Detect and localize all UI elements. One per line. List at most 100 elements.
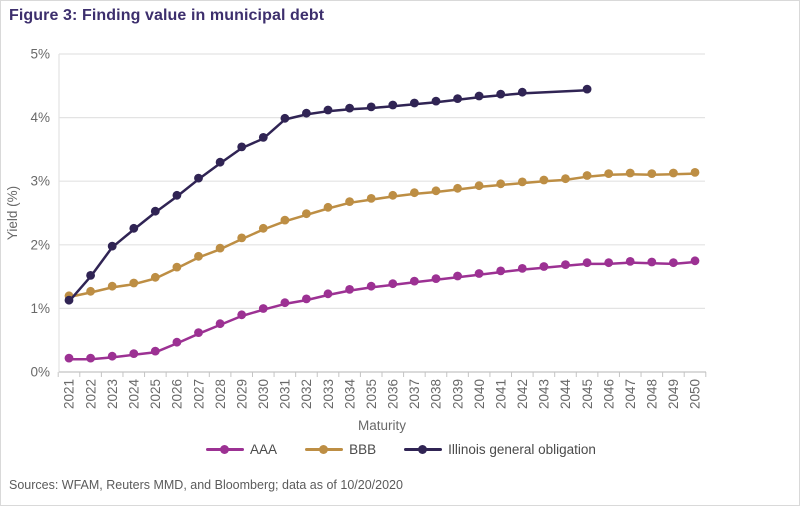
y-axis-title: Yield (%)	[5, 186, 20, 240]
series-line-illinois-general-obligation	[67, 89, 589, 303]
series-point-aaa	[280, 298, 290, 308]
series-point-bbb	[237, 233, 247, 243]
series-point-bbb	[86, 286, 95, 296]
legend-item-bbb: BBB	[305, 442, 376, 457]
series-point-illinois-general-obligation	[86, 271, 95, 280]
series-line-aaa	[67, 260, 697, 361]
series-point-bbb	[323, 202, 333, 212]
series-point-illinois-general-obligation	[323, 105, 333, 115]
chart-legend: AAA BBB Illinois general obligation	[1, 442, 799, 457]
series-point-bbb	[647, 169, 657, 179]
series-point-aaa	[150, 346, 160, 356]
series-point-bbb	[431, 186, 441, 196]
series-point-aaa	[690, 256, 700, 266]
series-point-bbb	[172, 262, 182, 272]
x-tick-label-2030: 2030	[256, 379, 271, 409]
series-point-aaa	[496, 266, 506, 276]
series-point-bbb	[215, 243, 225, 253]
series-point-aaa	[539, 262, 549, 271]
series-point-aaa	[561, 260, 570, 269]
series-point-aaa	[237, 310, 247, 320]
series-point-bbb	[496, 179, 506, 189]
x-tick-label-2029: 2029	[234, 379, 249, 409]
series-point-bbb	[388, 190, 398, 200]
legend-item-aaa: AAA	[206, 442, 277, 457]
series-line-bbb	[67, 172, 697, 299]
legend-label-bbb: BBB	[349, 442, 377, 457]
series-point-bbb	[517, 177, 527, 187]
x-axis-title: Maturity	[358, 418, 406, 433]
legend-item-illinois-general-obligation: Illinois general obligation	[404, 442, 596, 457]
series-point-bbb	[345, 197, 354, 207]
series-point-aaa	[669, 258, 678, 268]
y-tick-label: 4%	[30, 110, 50, 125]
series-point-illinois-general-obligation	[194, 173, 203, 183]
series-point-aaa	[625, 257, 635, 266]
series-point-aaa	[107, 351, 117, 361]
series-point-illinois-general-obligation	[388, 100, 398, 110]
series-point-bbb	[410, 188, 419, 198]
series-point-aaa	[410, 276, 419, 286]
x-tick-label-2028: 2028	[213, 379, 228, 409]
series-point-aaa	[194, 328, 203, 337]
series-point-aaa	[388, 279, 398, 289]
series-point-illinois-general-obligation	[366, 102, 376, 112]
series-point-aaa	[431, 274, 441, 283]
series-point-aaa	[258, 304, 268, 313]
series-point-aaa	[129, 349, 139, 358]
series-point-aaa	[604, 258, 614, 268]
series-point-bbb	[582, 171, 592, 180]
y-tick-label: 5%	[30, 47, 50, 62]
x-tick-label-2022: 2022	[83, 379, 98, 409]
series-point-illinois-general-obligation	[582, 84, 592, 94]
series-point-illinois-general-obligation	[410, 98, 419, 108]
series-point-illinois-general-obligation	[172, 190, 182, 200]
series-point-bbb	[625, 168, 635, 178]
series-point-bbb	[561, 174, 570, 184]
series-point-aaa	[582, 258, 592, 268]
series-point-bbb	[280, 215, 290, 225]
series-point-aaa	[517, 264, 527, 273]
figure-title: Figure 3: Finding value in municipal deb…	[9, 7, 325, 24]
series-point-aaa	[86, 353, 95, 363]
source-note: Sources: WFAM, Reuters MMD, and Bloomber…	[9, 478, 403, 492]
series-point-bbb	[669, 168, 678, 178]
series-point-illinois-general-obligation	[237, 142, 247, 152]
x-tick-label-2049: 2049	[666, 379, 681, 409]
series-point-bbb	[258, 223, 268, 233]
x-tick-label-2041: 2041	[493, 379, 508, 409]
series-point-illinois-general-obligation	[517, 87, 527, 97]
series-point-aaa	[474, 269, 484, 278]
x-tick-label-2045: 2045	[580, 379, 595, 409]
series-point-illinois-general-obligation	[345, 103, 354, 113]
series-point-illinois-general-obligation	[258, 133, 268, 142]
series-point-bbb	[539, 175, 549, 185]
x-tick-label-2038: 2038	[429, 379, 444, 409]
series-point-bbb	[453, 183, 462, 193]
x-tick-label-2026: 2026	[170, 379, 185, 409]
series-point-aaa	[647, 257, 657, 267]
series-point-illinois-general-obligation	[496, 89, 506, 99]
x-tick-label-2035: 2035	[364, 379, 379, 409]
x-tick-label-2044: 2044	[558, 379, 573, 410]
x-tick-label-2032: 2032	[299, 379, 314, 409]
x-tick-label-2031: 2031	[278, 379, 293, 409]
x-tick-label-2025: 2025	[148, 379, 163, 409]
x-tick-label-2037: 2037	[407, 379, 422, 409]
series-point-aaa	[302, 294, 311, 304]
x-tick-label-2050: 2050	[688, 379, 703, 409]
series-point-illinois-general-obligation	[150, 206, 160, 216]
series-point-bbb	[107, 281, 117, 291]
series-point-illinois-general-obligation	[431, 96, 441, 106]
series-point-illinois-general-obligation	[107, 241, 117, 251]
series-point-illinois-general-obligation	[64, 295, 74, 305]
x-tick-label-2040: 2040	[472, 379, 487, 409]
series-point-bbb	[129, 278, 139, 288]
legend-swatch-illinois-general-obligation	[404, 445, 443, 454]
x-tick-label-2046: 2046	[601, 379, 616, 409]
series-point-illinois-general-obligation	[302, 108, 311, 118]
series-point-bbb	[194, 251, 203, 261]
x-tick-label-2043: 2043	[537, 379, 552, 409]
series-point-bbb	[690, 168, 700, 177]
